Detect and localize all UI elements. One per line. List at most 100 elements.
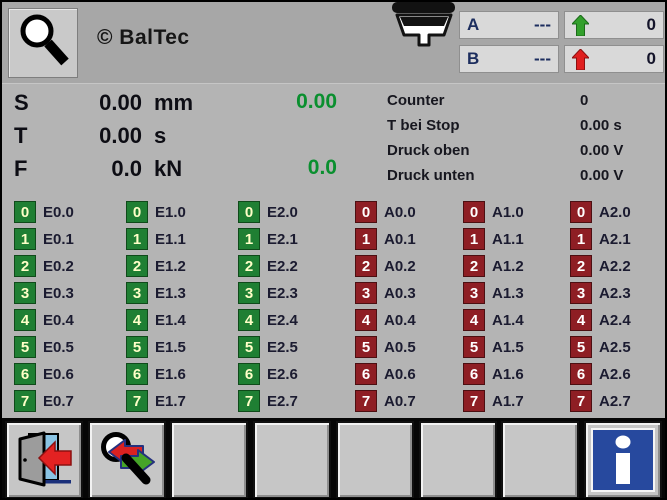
channel-b-counter: 0 bbox=[564, 45, 664, 73]
io-state-box: 1 bbox=[14, 228, 36, 250]
io-label: A0.1 bbox=[384, 230, 416, 248]
io-cell-e2-2: 2 E2.2 bbox=[238, 255, 298, 277]
io-cell-e2-6: 6 E2.6 bbox=[238, 363, 298, 385]
channel-a-value: --- bbox=[534, 15, 551, 34]
io-state-box: 4 bbox=[238, 309, 260, 331]
io-cell-a2-6: 6 A2.6 bbox=[570, 363, 631, 385]
io-state-box: 3 bbox=[14, 282, 36, 304]
stat-druck-unten: Druck unten 0.00 V bbox=[387, 167, 662, 189]
io-label: A1.5 bbox=[492, 338, 524, 356]
io-label: A0.5 bbox=[384, 338, 416, 356]
io-label: E2.1 bbox=[267, 230, 298, 248]
io-cell-e1-0: 0 E1.0 bbox=[126, 201, 186, 223]
io-column-e1: 0 E1.0 1 E1.1 2 E1.2 3 E1.3 4 E1.4 5 E1.5 6 E1.6 7 E1.7 bbox=[126, 201, 186, 412]
io-state-box: 5 bbox=[570, 336, 592, 358]
stat-t-bei-stop-label: T bei Stop bbox=[387, 117, 460, 134]
io-cell-e0-0: 0 E0.0 bbox=[14, 201, 74, 223]
measurement-f-result: 0.0 bbox=[307, 156, 337, 179]
io-state-box: 0 bbox=[570, 201, 592, 223]
io-cell-e2-5: 5 E2.5 bbox=[238, 336, 298, 358]
io-cell-a0-7: 7 A0.7 bbox=[355, 390, 416, 412]
io-label: E2.5 bbox=[267, 338, 298, 356]
io-cell-e2-0: 0 E2.0 bbox=[238, 201, 298, 223]
io-cell-e1-3: 3 E1.3 bbox=[126, 282, 186, 304]
measurement-s: S 0.00 mm 0.00 bbox=[2, 90, 382, 118]
io-cell-e0-4: 4 E0.4 bbox=[14, 309, 74, 331]
io-cell-a1-7: 7 A1.7 bbox=[463, 390, 524, 412]
measurement-t-unit: s bbox=[154, 123, 167, 148]
io-state-box: 3 bbox=[570, 282, 592, 304]
io-state-box: 6 bbox=[463, 363, 485, 385]
io-label: A0.6 bbox=[384, 365, 416, 383]
io-cell-a1-4: 4 A1.4 bbox=[463, 309, 524, 331]
io-label: E0.2 bbox=[43, 257, 74, 275]
measurement-s-unit: mm bbox=[154, 90, 194, 115]
io-state-box: 6 bbox=[238, 363, 260, 385]
io-cell-a2-7: 7 A2.7 bbox=[570, 390, 631, 412]
io-label: A2.7 bbox=[599, 392, 631, 410]
io-cell-a2-5: 5 A2.5 bbox=[570, 336, 631, 358]
measurement-t-value: 0.00 bbox=[99, 123, 142, 148]
red-up-arrow-icon bbox=[572, 48, 589, 70]
io-cell-a0-4: 4 A0.4 bbox=[355, 309, 416, 331]
info-button[interactable] bbox=[583, 421, 662, 498]
stat-counter-label: Counter bbox=[387, 92, 445, 109]
io-page-switch-button[interactable] bbox=[87, 421, 166, 498]
measurement-s-value: 0.00 bbox=[99, 90, 142, 115]
io-label: E2.2 bbox=[267, 257, 298, 275]
io-cell-a2-3: 3 A2.3 bbox=[570, 282, 631, 304]
io-cell-e1-1: 1 E1.1 bbox=[126, 228, 186, 250]
channel-b-display: B --- bbox=[459, 45, 559, 73]
io-state-box: 0 bbox=[355, 201, 377, 223]
monitor-screen-button[interactable] bbox=[8, 8, 78, 78]
io-label: A2.0 bbox=[599, 203, 631, 221]
io-state-box: 7 bbox=[463, 390, 485, 412]
io-cell-e1-6: 6 E1.6 bbox=[126, 363, 186, 385]
green-up-arrow-icon bbox=[572, 14, 589, 36]
io-cell-a0-2: 2 A0.2 bbox=[355, 255, 416, 277]
stat-druck-oben: Druck oben 0.00 V bbox=[387, 142, 662, 164]
io-label: E2.6 bbox=[267, 365, 298, 383]
measurement-f-unit: kN bbox=[154, 156, 183, 181]
io-state-box: 2 bbox=[463, 255, 485, 277]
io-label: A1.6 bbox=[492, 365, 524, 383]
io-cell-e1-4: 4 E1.4 bbox=[126, 309, 186, 331]
measurement-t: T 0.00 s bbox=[2, 123, 382, 151]
io-label: A2.5 bbox=[599, 338, 631, 356]
io-cell-a1-5: 5 A1.5 bbox=[463, 336, 524, 358]
io-state-box: 5 bbox=[126, 336, 148, 358]
io-cell-e0-2: 2 E0.2 bbox=[14, 255, 74, 277]
io-label: A0.3 bbox=[384, 284, 416, 302]
exit-button[interactable] bbox=[5, 421, 83, 498]
empty-button-slot-1 bbox=[170, 421, 249, 498]
io-cell-a0-3: 3 A0.3 bbox=[355, 282, 416, 304]
measurement-f-value: 0.0 bbox=[111, 156, 142, 181]
io-label: E1.6 bbox=[155, 365, 186, 383]
io-label: A2.1 bbox=[599, 230, 631, 248]
channel-a-count: 0 bbox=[646, 15, 656, 34]
io-state-box: 0 bbox=[238, 201, 260, 223]
io-cell-e0-6: 6 E0.6 bbox=[14, 363, 74, 385]
io-label: E2.4 bbox=[267, 311, 298, 329]
footer-button-bar bbox=[2, 418, 665, 498]
io-cell-e2-7: 7 E2.7 bbox=[238, 390, 298, 412]
io-cell-a0-1: 1 A0.1 bbox=[355, 228, 416, 250]
stat-counter-value: 0 bbox=[580, 92, 589, 109]
io-cell-e2-1: 1 E2.1 bbox=[238, 228, 298, 250]
brand-label: © BalTec bbox=[97, 26, 190, 49]
io-label: E2.0 bbox=[267, 203, 298, 221]
channel-a-display: A --- bbox=[459, 11, 559, 39]
header-bar: © BalTec A --- 0 B --- bbox=[2, 2, 665, 84]
io-state-box: 7 bbox=[14, 390, 36, 412]
io-state-box: 0 bbox=[126, 201, 148, 223]
io-label: A1.7 bbox=[492, 392, 524, 410]
stat-druck-unten-label: Druck unten bbox=[387, 167, 475, 184]
io-label: A1.2 bbox=[492, 257, 524, 275]
io-label: A0.2 bbox=[384, 257, 416, 275]
stat-druck-unten-value: 0.00 V bbox=[580, 167, 624, 184]
io-label: E2.7 bbox=[267, 392, 298, 410]
io-cell-a2-0: 0 A2.0 bbox=[570, 201, 631, 223]
io-label: A1.3 bbox=[492, 284, 524, 302]
io-state-box: 6 bbox=[126, 363, 148, 385]
